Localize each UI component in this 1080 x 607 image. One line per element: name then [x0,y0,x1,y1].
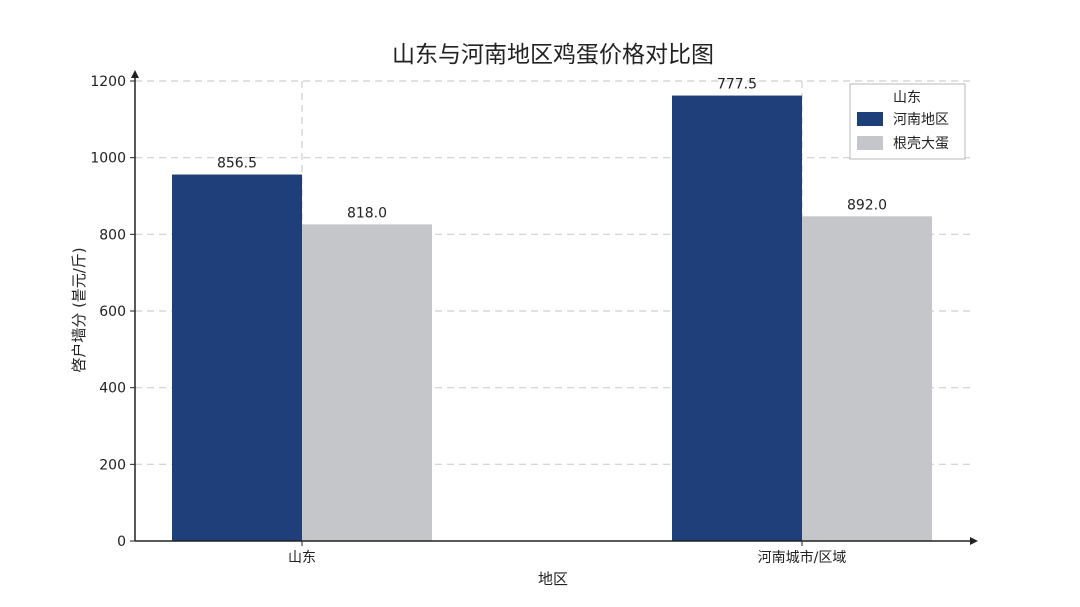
x-tick-label-0: 山东 [288,550,316,566]
y-ticks: 0 200 400 600 800 1000 1200 [90,74,135,550]
y-tick-label-1: 200 [99,457,126,473]
x-axis-arrow [970,537,978,545]
x-ticks: 山东 河南城市/区域 [288,541,846,566]
y-tick-label-3: 600 [99,304,126,320]
y-axis-label: 啓户墙分 (봍元/斤) [70,247,88,372]
bar-gengke-egg-1 [802,216,932,542]
data-labels: 856.5 777.5 818.0 892.0 [217,77,887,222]
data-label-1-0: 818.0 [347,205,387,221]
x-axis-label: 地区 [538,570,568,588]
chart-title: 山东与河南地区鸡蛋价格对比图 [392,42,714,68]
legend-swatch-1 [857,136,883,150]
legend-swatch-0 [857,112,883,126]
y-tick-label-4: 800 [99,227,126,243]
y-tick-label-5: 1000 [90,151,126,167]
legend-label-1: 根壳大蛋 [893,135,949,152]
x-tick-label-1: 河南城市/区域 [758,549,847,566]
y-axis-arrow [131,70,139,78]
data-label-0-0: 856.5 [217,156,257,172]
data-label-0-1: 777.5 [717,77,757,93]
bar-henan-region-0 [172,174,302,542]
bar-gengke-egg-0 [302,224,432,541]
y-tick-label-6: 1200 [90,74,126,90]
legend-label-0: 河南地区 [893,112,949,128]
y-tick-label-2: 400 [99,381,126,397]
legend-title: 山东 [893,90,921,106]
data-label-1-1: 892.0 [847,197,887,213]
bars [172,95,932,542]
y-tick-label-0: 0 [117,534,126,550]
bar-henan-region-1 [672,95,802,542]
